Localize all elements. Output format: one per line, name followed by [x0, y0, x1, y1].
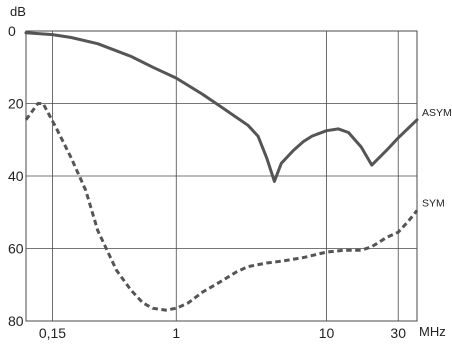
y-tick-labels: 0 20 40 60 80: [8, 23, 24, 329]
y-tick-label-2: 40: [8, 168, 24, 184]
x-tick-label-1: 1: [172, 325, 180, 341]
y-tick-label-4: 80: [8, 313, 24, 329]
series-line-sym: [24, 102, 419, 312]
x-axis-label: MHz: [419, 324, 446, 339]
series-lines: [24, 31, 419, 312]
y-axis-label: dB: [10, 4, 26, 19]
x-tick-label-2: 10: [319, 325, 335, 341]
grid: [26, 30, 417, 322]
x-tick-labels: 0,15 1 10 30: [39, 325, 406, 341]
series-label-sym: SYM: [422, 197, 445, 209]
y-tick-label-1: 20: [8, 96, 24, 112]
y-tick-label-3: 60: [8, 241, 24, 257]
y-tick-label-0: 0: [8, 23, 16, 39]
series-line-asym: [24, 31, 419, 183]
series-labels: ASYM SYM: [422, 107, 452, 210]
plot-frame: [25, 30, 418, 322]
series-label-asym: ASYM: [422, 107, 452, 119]
x-tick-label-3: 30: [390, 325, 406, 341]
x-tick-label-0: 0,15: [39, 325, 66, 341]
